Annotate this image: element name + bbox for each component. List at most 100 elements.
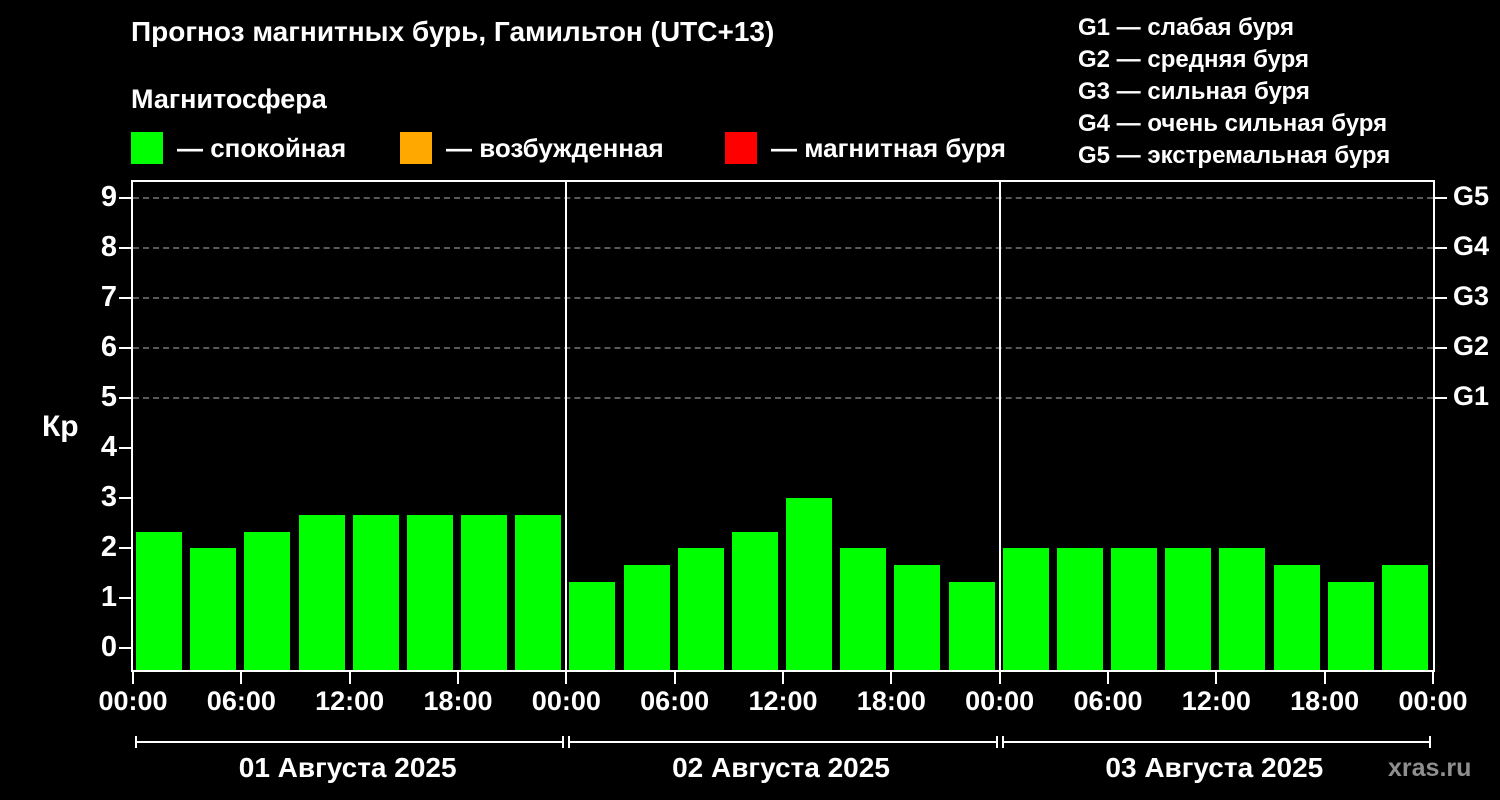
y-axis-title: Кр bbox=[42, 410, 79, 443]
x-tick bbox=[132, 672, 134, 684]
x-tick bbox=[457, 672, 459, 684]
x-tick bbox=[565, 672, 568, 684]
x-tick-label: 18:00 bbox=[423, 686, 493, 716]
x-tick-label: 06:00 bbox=[206, 686, 276, 716]
legend-swatch bbox=[725, 132, 757, 164]
x-tick bbox=[1323, 672, 1326, 684]
day-bracket-end bbox=[135, 736, 137, 748]
y-tick bbox=[119, 647, 131, 649]
x-tick bbox=[1215, 672, 1218, 684]
storm-scale-item: G5 — экстремальная буря bbox=[1078, 142, 1391, 169]
y-tick-label: 2 bbox=[100, 531, 117, 563]
x-tick bbox=[1432, 672, 1434, 684]
chart-title: Прогноз магнитных бурь, Гамильтон (UTC+1… bbox=[131, 16, 775, 47]
g-level-label: G2 bbox=[1453, 331, 1490, 361]
y-tick bbox=[119, 247, 131, 249]
x-tick bbox=[673, 672, 676, 684]
day-label: 03 Августа 2025 bbox=[1105, 752, 1324, 783]
kp-bar bbox=[1381, 564, 1428, 670]
gridline-kp-7 bbox=[133, 297, 1433, 299]
day-bracket-line bbox=[1001, 741, 1431, 743]
kp-bar bbox=[1165, 548, 1212, 670]
x-tick bbox=[998, 672, 1001, 684]
chart-subtitle: Магнитосфера bbox=[131, 84, 327, 114]
gridline-kp-8 bbox=[133, 247, 1433, 249]
y-tick-label: 7 bbox=[100, 281, 117, 313]
kp-bar bbox=[1002, 548, 1049, 670]
kp-bar bbox=[1111, 548, 1158, 670]
legend-item: — возбужденная bbox=[400, 130, 664, 166]
kp-bar bbox=[731, 531, 778, 670]
legend-item: — спокойная bbox=[131, 130, 346, 166]
kp-bar bbox=[677, 548, 724, 670]
x-tick-label: 06:00 bbox=[1073, 686, 1143, 716]
y-tick-label: 9 bbox=[100, 181, 117, 213]
x-tick-label: 12:00 bbox=[315, 686, 385, 716]
legend-swatch bbox=[131, 132, 163, 164]
kp-bar bbox=[136, 531, 183, 670]
legend-label: — спокойная bbox=[177, 132, 347, 163]
kp-bar bbox=[569, 581, 616, 670]
day-divider bbox=[565, 182, 568, 670]
y-tick-label: 8 bbox=[100, 231, 117, 263]
kp-bar bbox=[1219, 548, 1266, 670]
y-tick-label: 1 bbox=[100, 581, 117, 613]
day-label: 01 Августа 2025 bbox=[238, 752, 457, 783]
y-tick bbox=[119, 347, 131, 349]
y-tick bbox=[119, 297, 131, 299]
watermark: xras.ru bbox=[1388, 754, 1472, 782]
g-level-label: G5 bbox=[1453, 181, 1490, 211]
legend: — спокойная — возбужденная — магнитная бур… bbox=[131, 130, 1231, 166]
x-tick-label: 12:00 bbox=[1181, 686, 1251, 716]
storm-scale-item: G1 — слабая буря bbox=[1078, 14, 1295, 41]
kp-bar bbox=[406, 514, 453, 670]
y-tick-label: 6 bbox=[100, 331, 117, 363]
y-tick bbox=[119, 597, 131, 599]
x-tick bbox=[1107, 672, 1109, 684]
y-tick bbox=[119, 397, 131, 399]
x-tick-label: 12:00 bbox=[748, 686, 818, 716]
day-divider bbox=[998, 182, 1001, 670]
x-tick bbox=[348, 672, 351, 684]
x-tick-label: 00:00 bbox=[98, 686, 168, 716]
g-level-label: G3 bbox=[1453, 281, 1490, 311]
x-tick bbox=[890, 672, 893, 684]
legend-label: — магнитная буря bbox=[771, 132, 1006, 163]
y-tick bbox=[119, 197, 131, 199]
day-bracket-line bbox=[135, 741, 565, 743]
y-tick-label: 3 bbox=[100, 481, 117, 513]
kp-bar bbox=[1327, 581, 1374, 670]
y-tick bbox=[119, 447, 131, 449]
g-tick bbox=[1435, 347, 1447, 349]
g-tick bbox=[1435, 247, 1447, 249]
day-bracket-end bbox=[1001, 736, 1004, 748]
x-tick-label: 18:00 bbox=[856, 686, 926, 716]
gridline-kp-6 bbox=[133, 347, 1433, 349]
g-tick bbox=[1435, 397, 1447, 399]
storm-scale-item: G4 — очень сильная буря bbox=[1078, 110, 1388, 137]
y-tick-label: 4 bbox=[100, 431, 117, 463]
y-tick bbox=[119, 547, 131, 549]
x-tick-label: 00:00 bbox=[531, 686, 601, 716]
storm-scale-item: G2 — средняя буря bbox=[1078, 46, 1309, 73]
gridline-kp-5 bbox=[133, 397, 1433, 399]
storm-scale-item: G3 — сильная буря bbox=[1078, 78, 1310, 105]
kp-bar bbox=[461, 514, 508, 670]
kp-bar bbox=[515, 514, 562, 670]
g-tick bbox=[1435, 297, 1447, 299]
kp-bar bbox=[352, 514, 399, 670]
day-bracket-end bbox=[562, 736, 565, 748]
y-tick bbox=[119, 497, 131, 499]
day-bracket-end bbox=[995, 736, 998, 748]
day-bracket-line bbox=[568, 741, 998, 743]
legend-swatch bbox=[400, 132, 432, 164]
g-tick bbox=[1435, 197, 1447, 199]
gridline-kp-9 bbox=[133, 197, 1433, 199]
kp-bar bbox=[1273, 564, 1320, 670]
g-level-label: G4 bbox=[1453, 231, 1490, 261]
storm-scale-legend: G1 — слабая буря G2 — средняя буря G3 — си… bbox=[1078, 12, 1390, 172]
kp-bar bbox=[1056, 548, 1103, 670]
x-tick-label: 00:00 bbox=[1398, 686, 1468, 716]
kp-bar bbox=[786, 498, 833, 670]
